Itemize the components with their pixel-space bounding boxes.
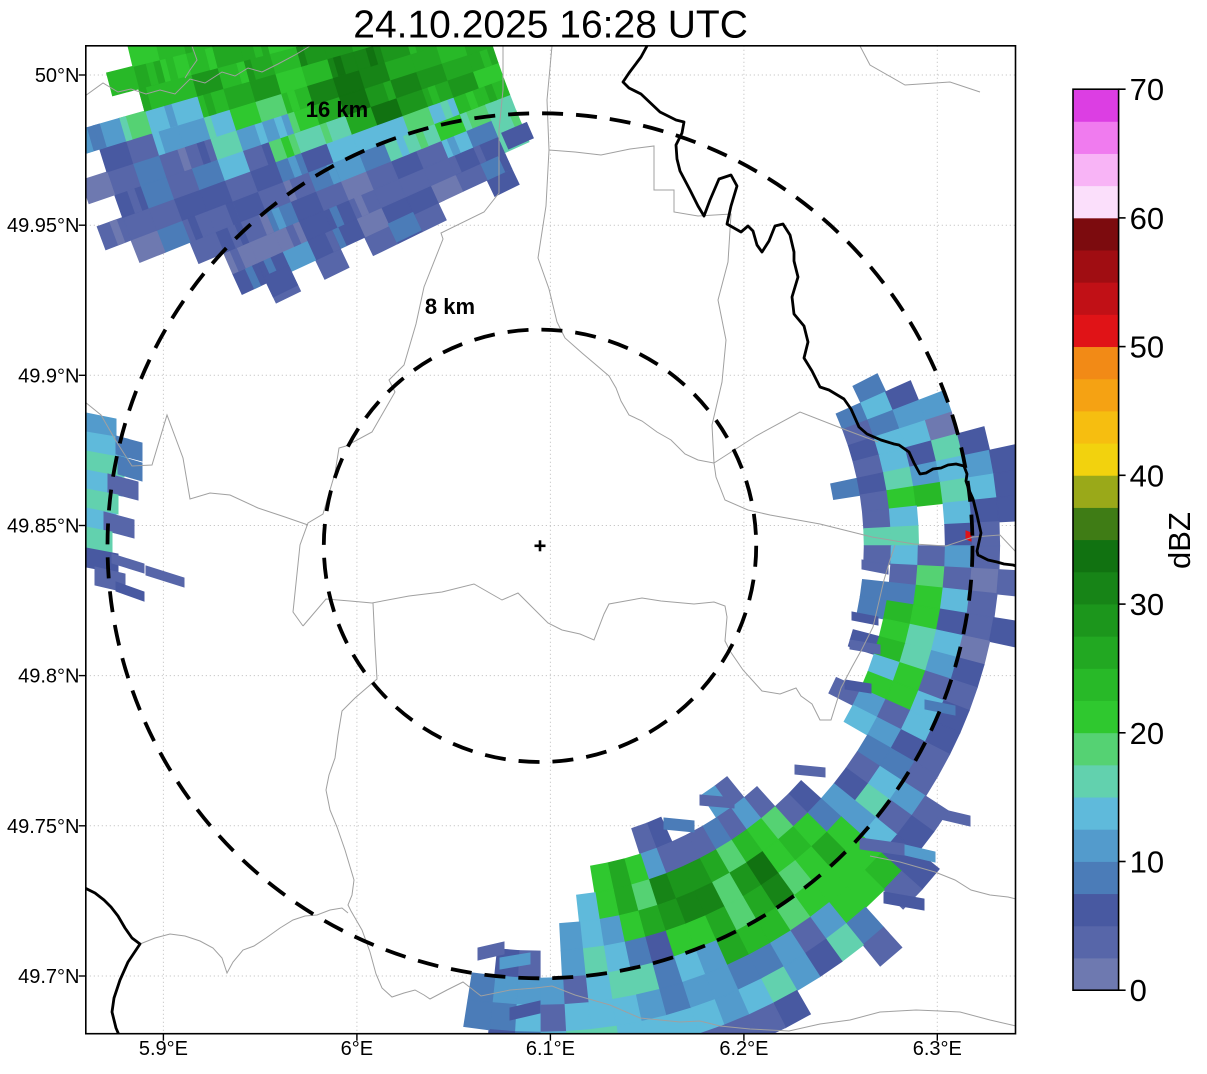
- svg-text:49.9°N: 49.9°N: [18, 365, 79, 387]
- svg-text:49.85°N: 49.85°N: [7, 516, 80, 538]
- svg-text:dBZ: dBZ: [1162, 512, 1197, 569]
- svg-text:6°E: 6°E: [341, 1038, 373, 1060]
- svg-text:50°N: 50°N: [35, 65, 80, 87]
- svg-text:5.9°E: 5.9°E: [139, 1038, 188, 1060]
- svg-text:8 km: 8 km: [425, 294, 475, 319]
- svg-text:49.95°N: 49.95°N: [7, 215, 80, 237]
- svg-text:0: 0: [1130, 973, 1147, 1008]
- svg-text:49.7°N: 49.7°N: [18, 966, 79, 988]
- svg-text:49.75°N: 49.75°N: [7, 816, 80, 838]
- svg-text:6.1°E: 6.1°E: [526, 1038, 575, 1060]
- svg-text:40: 40: [1130, 458, 1164, 493]
- svg-text:50: 50: [1130, 330, 1164, 365]
- svg-text:30: 30: [1130, 587, 1164, 622]
- svg-text:10: 10: [1130, 845, 1164, 880]
- svg-text:20: 20: [1130, 716, 1164, 751]
- svg-text:70: 70: [1130, 72, 1164, 107]
- svg-text:6.2°E: 6.2°E: [719, 1038, 768, 1060]
- svg-text:16 km: 16 km: [306, 97, 368, 122]
- svg-text:24.10.2025 16:28 UTC: 24.10.2025 16:28 UTC: [353, 3, 748, 46]
- svg-text:6.3°E: 6.3°E: [913, 1038, 962, 1060]
- svg-text:60: 60: [1130, 201, 1164, 236]
- svg-text:49.8°N: 49.8°N: [18, 666, 79, 688]
